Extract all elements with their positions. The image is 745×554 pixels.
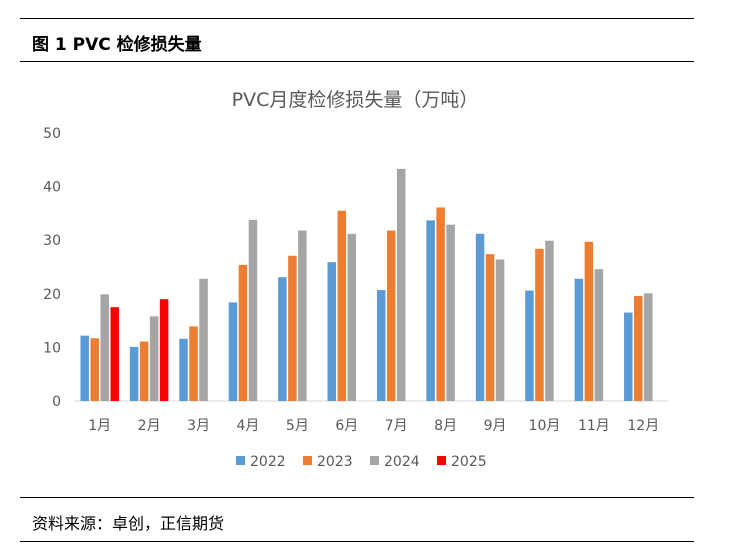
title-rule <box>20 61 694 62</box>
bar-2022-3 <box>179 338 188 401</box>
x-tick-label: 4月 <box>236 418 259 434</box>
bar-2022-7 <box>376 290 386 401</box>
bar-2024-9 <box>495 259 505 401</box>
bar-2023-9 <box>485 254 495 401</box>
bar-2024-5 <box>298 230 307 401</box>
figure-title: 图 1 PVC 检修损失量 <box>32 35 202 55</box>
x-tick-label: 2月 <box>138 418 161 434</box>
x-tick-label: 3月 <box>187 418 210 434</box>
bar-2024-7 <box>396 168 406 401</box>
bar-2023-3 <box>189 326 198 401</box>
x-tick-label: 1月 <box>88 418 111 434</box>
source-note: 资料来源：卓创，正信期货 <box>32 514 225 533</box>
bar-2024-4 <box>248 219 258 401</box>
x-tick-label: 10月 <box>529 418 561 434</box>
bar-2022-2 <box>129 346 139 401</box>
bar-2023-11 <box>584 241 594 401</box>
bar-2022-5 <box>278 277 287 401</box>
y-tick-label: 40 <box>43 180 61 196</box>
bar-2022-8 <box>426 220 435 401</box>
legend-label-2025: 2025 <box>451 454 487 470</box>
x-tick-label: 6月 <box>335 418 358 434</box>
legend-swatch-2024 <box>370 456 379 465</box>
x-axis-ticks: 1月 2月 3月 4月 5月 6月 7月 8月 9月 10月 11月 12月 <box>88 418 659 434</box>
y-tick-label: 0 <box>52 394 61 410</box>
bar-2022-9 <box>475 233 485 401</box>
bar-2022-10 <box>525 290 534 401</box>
x-tick-label: 11月 <box>578 418 610 434</box>
bar-2023-6 <box>337 210 347 401</box>
bar-2023-5 <box>288 255 297 401</box>
bar-2024-11 <box>594 269 604 401</box>
bar-2023-12 <box>634 295 643 401</box>
bar-2023-2 <box>139 341 149 401</box>
source-rule <box>20 497 694 498</box>
legend: 2022 2023 2024 2025 <box>236 454 487 470</box>
bottom-rule <box>20 541 694 542</box>
legend-label-2023: 2023 <box>317 454 353 470</box>
bar-2023-10 <box>535 248 544 401</box>
bar-2023-1 <box>90 338 99 401</box>
bar-2024-1 <box>100 294 109 401</box>
legend-label-2024: 2024 <box>384 454 420 470</box>
x-tick-label: 5月 <box>286 418 309 434</box>
y-axis-ticks: 0 10 20 30 40 50 <box>43 126 61 410</box>
bar-2024-8 <box>446 224 455 401</box>
bar-2022-11 <box>574 278 584 401</box>
top-rule <box>20 18 694 19</box>
bar-2024-12 <box>644 293 653 401</box>
bar-2023-4 <box>238 264 248 401</box>
bar-2025-1 <box>110 307 119 401</box>
bar-2022-1 <box>80 335 89 401</box>
x-tick-label: 9月 <box>484 418 507 434</box>
y-tick-label: 10 <box>43 340 61 356</box>
bar-2024-2 <box>149 316 159 401</box>
x-tick-label: 8月 <box>434 418 457 434</box>
chart-title: PVC月度检修损失量（万吨） <box>232 89 479 111</box>
bar-2024-3 <box>199 278 208 401</box>
bar-2022-6 <box>327 262 337 401</box>
legend-swatch-2023 <box>303 456 312 465</box>
bar-2023-7 <box>386 230 396 401</box>
x-tick-label: 12月 <box>627 418 659 434</box>
bar-2022-4 <box>228 302 238 401</box>
x-tick-label: 7月 <box>385 418 408 434</box>
bar-2022-12 <box>624 312 633 401</box>
bar-2024-10 <box>545 240 554 401</box>
y-tick-label: 50 <box>43 126 61 142</box>
bars-group <box>80 168 653 401</box>
legend-label-2022: 2022 <box>250 454 286 470</box>
bar-2023-8 <box>436 207 445 401</box>
y-tick-label: 20 <box>43 287 61 303</box>
bar-2024-6 <box>347 233 357 401</box>
y-tick-label: 30 <box>43 233 61 249</box>
bar-2025-2 <box>159 299 169 401</box>
legend-swatch-2025 <box>437 456 446 465</box>
legend-swatch-2022 <box>236 456 245 465</box>
